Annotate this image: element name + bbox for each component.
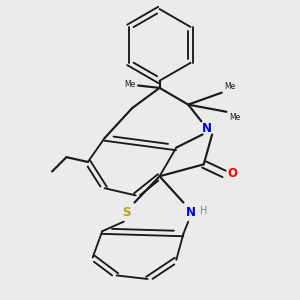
Text: N: N [202,122,212,135]
Text: S: S [122,206,130,219]
Text: H: H [200,206,208,216]
Text: Me: Me [229,113,240,122]
Text: O: O [228,167,238,180]
Text: Me: Me [124,80,135,89]
Text: N: N [186,206,196,219]
Text: Me: Me [224,82,235,91]
